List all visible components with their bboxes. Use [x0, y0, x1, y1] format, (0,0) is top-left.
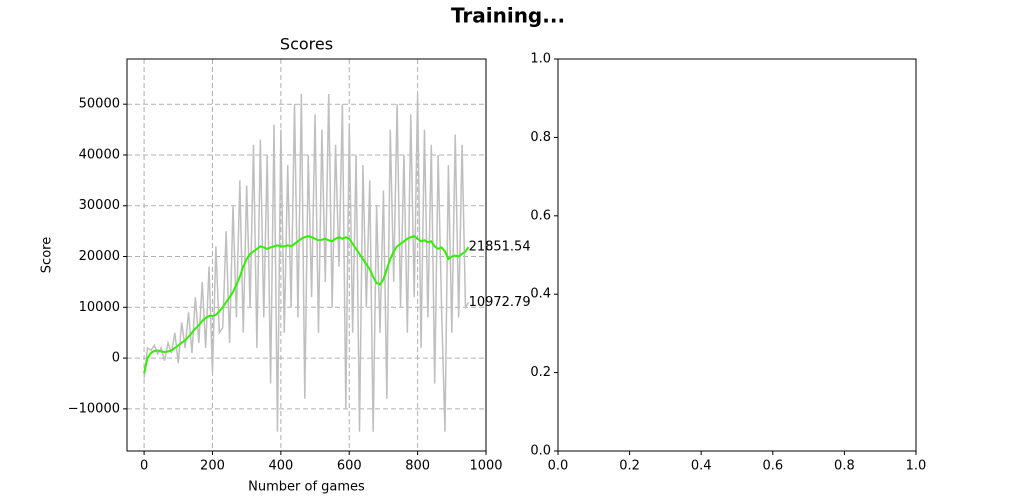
figure-title: Training... [451, 4, 565, 28]
x-tick-label: 200 [200, 459, 225, 474]
series-line [143, 94, 470, 432]
y-tick-label: 20000 [79, 249, 120, 264]
value-label: 21851.54 [469, 240, 531, 255]
x-tick-label: 400 [268, 459, 293, 474]
y-tick-label: 0.0 [530, 444, 551, 459]
axes-frame [126, 58, 487, 452]
series-line [143, 235, 470, 374]
x-tick-label: 0.2 [619, 459, 640, 474]
y-tick-label: −10000 [68, 401, 120, 416]
x-tick-label: 0.8 [834, 459, 855, 474]
x-tick-label: 1000 [469, 459, 502, 474]
x-tick-label: 0 [140, 459, 148, 474]
x-axis-label: Number of games [248, 480, 365, 495]
y-tick-label: 0.2 [530, 365, 551, 380]
y-axis-label: Score [40, 237, 55, 273]
x-tick-label: 1.0 [906, 459, 927, 474]
y-tick-label: 0.4 [530, 287, 551, 302]
y-tick-label: 0.8 [530, 130, 551, 145]
y-tick-label: 30000 [79, 198, 120, 213]
y-tick-label: 1.0 [530, 52, 551, 67]
x-tick-label: 0.6 [762, 459, 783, 474]
y-tick-label: 10000 [79, 300, 120, 315]
value-label: 10972.79 [469, 295, 531, 310]
x-tick-label: 800 [405, 459, 430, 474]
y-tick-label: 40000 [79, 147, 120, 162]
y-tick-label: 0.6 [530, 208, 551, 223]
y-tick-label: 50000 [79, 97, 120, 112]
x-tick-label: 0.0 [548, 459, 569, 474]
chart-title: Scores [280, 35, 333, 54]
axes-frame [557, 58, 917, 452]
x-tick-label: 600 [337, 459, 362, 474]
x-tick-label: 0.4 [691, 459, 712, 474]
y-tick-label: 0 [112, 351, 120, 366]
